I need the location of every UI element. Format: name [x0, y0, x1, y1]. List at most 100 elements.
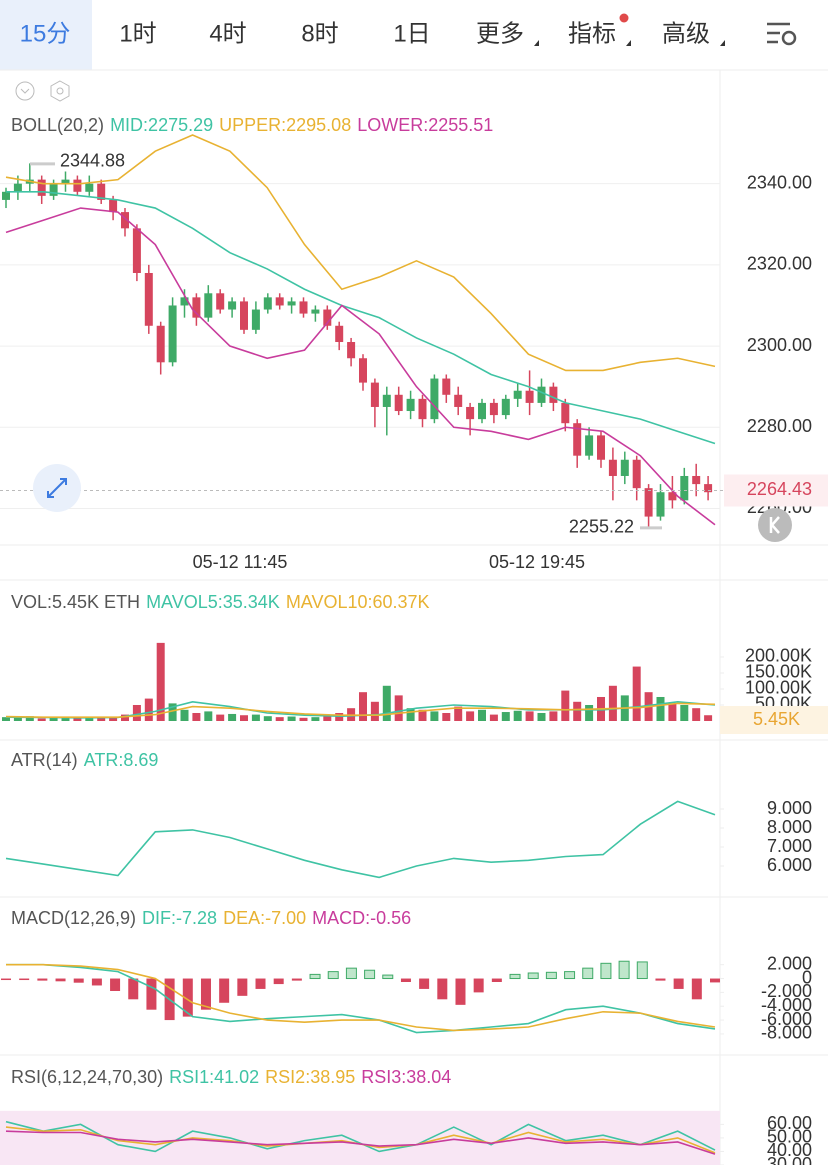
volume-bar: [287, 716, 296, 721]
legend-item: MID:2275.29: [110, 115, 213, 135]
y-tick-label: -8.000: [761, 1023, 812, 1043]
rsi-band: [0, 1110, 720, 1165]
volume-bar: [263, 716, 272, 721]
macd-bar: [128, 978, 139, 1000]
settings-hex[interactable]: [50, 80, 70, 102]
candle-body: [656, 492, 665, 517]
candle-body: [561, 402, 570, 424]
macd-bar: [691, 978, 702, 1000]
volume-bar: [704, 715, 713, 721]
y-tick-label: 2.000: [767, 953, 812, 973]
tab[interactable]: 指标: [568, 20, 616, 47]
settings-icon[interactable]: [767, 22, 797, 46]
volume-bar: [478, 709, 486, 721]
vol-last-label: 5.45K: [753, 709, 800, 729]
candle-body: [466, 406, 475, 420]
candle-body: [240, 301, 248, 330]
volume-bar: [216, 714, 225, 721]
candle-body: [454, 394, 463, 407]
macd-bar: [673, 978, 684, 989]
expand-icon: [47, 478, 67, 498]
volume-bar: [109, 716, 118, 721]
y-tick-label: 100.00K: [745, 678, 812, 698]
indicator-line: [6, 190, 716, 445]
macd-bar: [345, 967, 357, 980]
candle-body: [85, 183, 94, 192]
tab[interactable]: 15分: [20, 20, 71, 47]
legend-item: MACD:-0.56: [312, 908, 411, 928]
tab[interactable]: 更多: [476, 20, 524, 47]
tab[interactable]: 高级: [662, 20, 710, 47]
volume-bar: [513, 710, 522, 721]
candle-body: [478, 402, 486, 420]
candle-body: [61, 179, 70, 184]
macd-bar: [309, 973, 321, 980]
volume-bar: [168, 703, 177, 721]
legend-item: ATR:8.69: [84, 750, 159, 770]
volume-bar: [466, 711, 475, 721]
macd-bar: [91, 978, 102, 986]
settings-hex-dot: [56, 87, 64, 95]
volume-bar: [573, 701, 582, 721]
candle-body: [406, 398, 415, 412]
macd-bar: [473, 978, 484, 993]
candle-body: [680, 475, 689, 501]
macd-bar: [273, 978, 284, 985]
indicator-line: [5, 702, 716, 718]
volume-bar: [370, 701, 379, 721]
volume-bar: [85, 718, 94, 721]
candle-body: [251, 309, 260, 330]
macd-bar: [1, 978, 11, 981]
candle-body: [644, 488, 653, 517]
volume-bar: [359, 692, 367, 721]
macd-bar: [636, 961, 648, 980]
y-tick-label: 0: [802, 967, 812, 987]
macd-bar: [200, 978, 211, 1010]
macd-bar: [364, 969, 376, 980]
collapse-icon[interactable]: [15, 81, 35, 101]
macd-bar: [618, 960, 630, 980]
volume-bar: [180, 709, 189, 721]
indicator-line: [5, 207, 716, 526]
volume-bar: [454, 706, 463, 721]
candle-body: [37, 179, 46, 196]
volume-bar: [335, 712, 344, 721]
volume-bar: [418, 709, 427, 721]
candle-body: [192, 297, 201, 318]
candle-body: [335, 325, 344, 343]
candle-body: [525, 390, 534, 403]
y-tick-label: -6.000: [761, 1009, 812, 1029]
volume-bar: [668, 703, 677, 721]
legend-item: MAVOL10:60.37K: [286, 592, 430, 612]
volume-bar: [525, 711, 534, 721]
legend: BOLL(20,2) MID:2275.29 UPPER:2295.08 LOWER:…: [11, 115, 493, 135]
volume-bar: [608, 685, 617, 721]
scroll-back-button[interactable]: [758, 508, 792, 542]
volume-bar: [61, 718, 70, 721]
tab[interactable]: 8时: [301, 20, 338, 47]
macd-bar: [291, 978, 302, 981]
candle-body: [216, 293, 225, 310]
legend-item: ATR(14): [11, 750, 78, 770]
volume-bar: [228, 713, 237, 721]
y-tick-label: 50.00: [767, 1127, 812, 1147]
y-tick-label: 9.000: [767, 798, 812, 818]
candle-body: [2, 191, 10, 200]
candle-body: [597, 435, 605, 460]
candle-body: [501, 398, 510, 416]
legend-item: RSI1:41.02: [169, 1067, 259, 1087]
tab[interactable]: 4时: [209, 20, 246, 47]
candle-body: [323, 309, 332, 326]
candle-body: [228, 301, 237, 310]
legend: MACD(12,26,9) DIF:-7.28 DEA:-7.00 MACD:-0.5…: [11, 908, 411, 928]
volume-bar: [311, 717, 320, 721]
tab[interactable]: 1日: [393, 20, 430, 47]
candle-body: [668, 492, 677, 501]
candle-body: [537, 386, 546, 403]
legend-item: UPPER:2295.08: [219, 115, 351, 135]
tab[interactable]: 1时: [119, 20, 156, 47]
macd-bar: [219, 978, 230, 1003]
volume-bar: [240, 715, 248, 721]
candle-body: [275, 297, 284, 306]
candle-body: [49, 183, 58, 196]
